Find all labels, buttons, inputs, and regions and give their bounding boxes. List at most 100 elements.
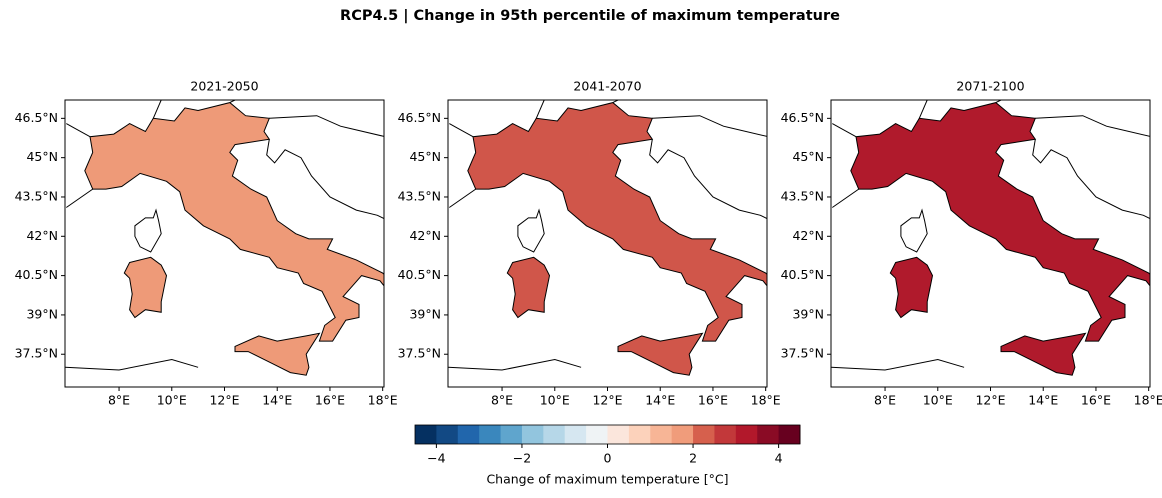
colorbar-bin	[671, 425, 694, 444]
map	[65, 100, 384, 376]
colorbar-tick-label: 4	[775, 451, 783, 466]
coastline	[266, 139, 384, 220]
colorbar-bin	[564, 425, 587, 444]
coastline	[65, 358, 199, 371]
x-tick-label: 16°E	[315, 393, 345, 408]
land	[1000, 332, 1087, 376]
colorbar-bin	[436, 425, 459, 444]
colorbar-bin	[650, 425, 673, 444]
y-tick-label: 40.5°N	[398, 267, 441, 282]
coastline	[652, 115, 767, 137]
x-tick-label: 18°E	[751, 393, 781, 408]
panel-title: 2041-2070	[573, 79, 641, 94]
x-tick-label: 10°E	[157, 393, 187, 408]
coastline	[535, 100, 545, 119]
island-outline	[134, 208, 162, 253]
x-tick-label: 18°E	[368, 393, 398, 408]
map	[448, 100, 767, 376]
colorbar-bin	[457, 425, 480, 444]
coastline	[1035, 115, 1150, 137]
x-tick-label: 18°E	[1134, 393, 1162, 408]
y-tick-label: 42°N	[26, 228, 58, 243]
land	[617, 332, 704, 376]
colorbar-bin	[521, 425, 544, 444]
island-outline	[900, 208, 928, 253]
colorbar-bin	[479, 425, 502, 444]
colorbar-bin	[693, 425, 715, 444]
x-tick-label: 8°E	[874, 393, 896, 408]
x-tick-label: 14°E	[645, 393, 675, 408]
figure-title: RCP4.5 | Change in 95th percentile of ma…	[340, 8, 840, 24]
coastline	[269, 115, 384, 137]
colorbar-bin	[714, 425, 737, 444]
colorbar-tick-label: 2	[689, 451, 697, 466]
colorbar-tick-label: 0	[604, 451, 612, 466]
x-tick-label: 16°E	[698, 393, 728, 408]
x-tick-label: 8°E	[491, 393, 513, 408]
y-tick-label: 42°N	[792, 228, 824, 243]
colorbar-bin	[778, 425, 801, 444]
y-tick-label: 45°N	[26, 149, 58, 164]
y-tick-label: 45°N	[409, 149, 441, 164]
colorbar-bin	[607, 425, 630, 444]
colorbar-tick-label: −2	[513, 451, 531, 466]
y-tick-label: 37.5°N	[781, 346, 824, 361]
x-tick-label: 10°E	[540, 393, 570, 408]
map	[831, 100, 1150, 376]
x-tick-label: 10°E	[923, 393, 953, 408]
colorbar-bin	[586, 425, 608, 444]
y-tick-label: 43.5°N	[15, 188, 58, 203]
land	[123, 256, 168, 319]
y-tick-label: 37.5°N	[398, 346, 441, 361]
land	[234, 332, 321, 376]
y-tick-label: 37.5°N	[15, 346, 58, 361]
y-tick-label: 46.5°N	[15, 110, 58, 125]
land	[850, 102, 1150, 342]
x-tick-label: 12°E	[209, 393, 239, 408]
land	[467, 102, 767, 342]
y-tick-label: 40.5°N	[15, 267, 58, 282]
colorbar-bin	[500, 425, 523, 444]
land	[889, 256, 934, 319]
coastline	[152, 100, 162, 119]
y-tick-label: 45°N	[792, 149, 824, 164]
coastline	[448, 358, 582, 371]
y-tick-label: 43.5°N	[398, 188, 441, 203]
x-tick-label: 12°E	[975, 393, 1005, 408]
x-tick-label: 12°E	[592, 393, 622, 408]
panel-title: 2071-2100	[956, 79, 1024, 94]
coastline	[449, 188, 476, 208]
coastline	[918, 100, 928, 119]
land	[84, 102, 384, 342]
x-tick-label: 16°E	[1081, 393, 1111, 408]
land	[506, 256, 551, 319]
coastline	[832, 188, 859, 208]
island-outline	[517, 208, 545, 253]
colorbar-bin	[415, 425, 437, 444]
x-tick-label: 14°E	[262, 393, 292, 408]
y-tick-label: 43.5°N	[781, 188, 824, 203]
y-tick-label: 46.5°N	[398, 110, 441, 125]
colorbar-tick-label: −4	[427, 451, 445, 466]
coastline	[649, 139, 767, 220]
y-tick-label: 39°N	[792, 306, 824, 321]
coastline	[832, 123, 857, 138]
coastline	[1032, 139, 1150, 220]
colorbar-bin	[735, 425, 758, 444]
colorbar-bin	[628, 425, 651, 444]
y-tick-label: 42°N	[409, 228, 441, 243]
x-tick-label: 8°E	[108, 393, 130, 408]
coastline	[831, 358, 965, 371]
colorbar-bin	[543, 425, 566, 444]
colorbar-bin	[757, 425, 780, 444]
coastline	[66, 123, 91, 138]
y-tick-label: 40.5°N	[781, 267, 824, 282]
colorbar-label: Change of maximum temperature [°C]	[486, 472, 728, 487]
coastline	[66, 188, 93, 208]
panel-title: 2021-2050	[190, 79, 258, 94]
y-tick-label: 39°N	[26, 306, 58, 321]
coastline	[449, 123, 474, 138]
x-tick-label: 14°E	[1028, 393, 1058, 408]
